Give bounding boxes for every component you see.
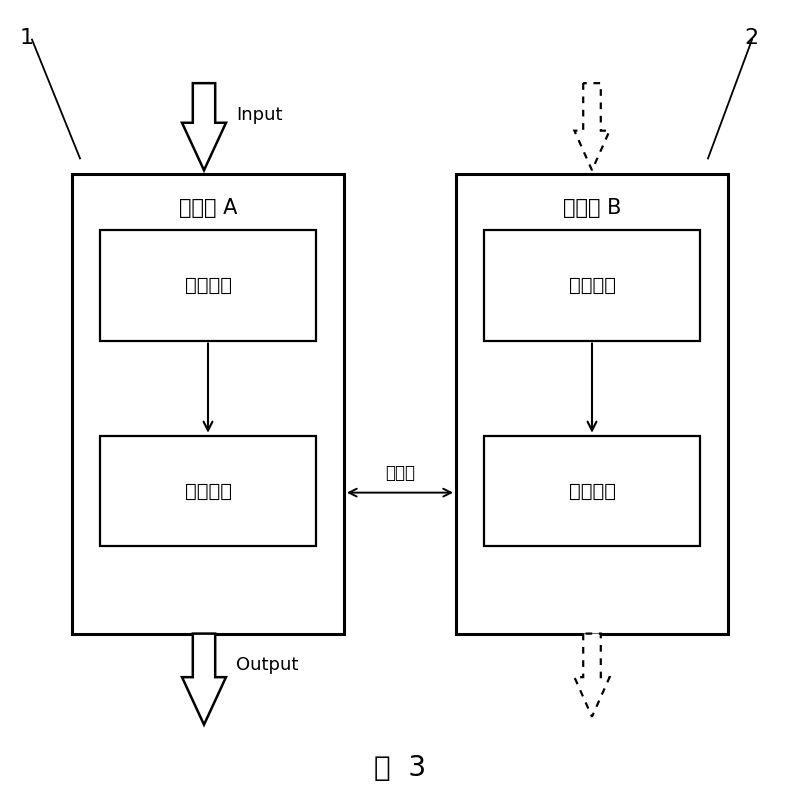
- Bar: [456, 174, 728, 634]
- Text: Input: Input: [236, 106, 282, 124]
- Text: 射频模块: 射频模块: [185, 276, 231, 295]
- Text: 1: 1: [20, 28, 34, 48]
- Bar: [100, 436, 316, 546]
- Bar: [484, 230, 700, 341]
- Text: 控制单元: 控制单元: [185, 482, 231, 501]
- Bar: [484, 436, 700, 546]
- Polygon shape: [574, 634, 610, 717]
- Text: 控制单元: 控制单元: [569, 482, 615, 501]
- Text: Output: Output: [236, 657, 298, 674]
- Text: 阅读器 A: 阅读器 A: [179, 197, 237, 218]
- Text: 2: 2: [744, 28, 758, 48]
- Text: 阅读器 B: 阅读器 B: [563, 197, 621, 218]
- Text: 心跳线: 心跳线: [385, 464, 415, 482]
- Text: 图  3: 图 3: [374, 754, 426, 782]
- Polygon shape: [182, 83, 226, 170]
- Polygon shape: [182, 634, 226, 725]
- Text: 射频模块: 射频模块: [569, 276, 615, 295]
- Bar: [100, 230, 316, 341]
- Bar: [72, 174, 344, 634]
- Polygon shape: [574, 83, 610, 170]
